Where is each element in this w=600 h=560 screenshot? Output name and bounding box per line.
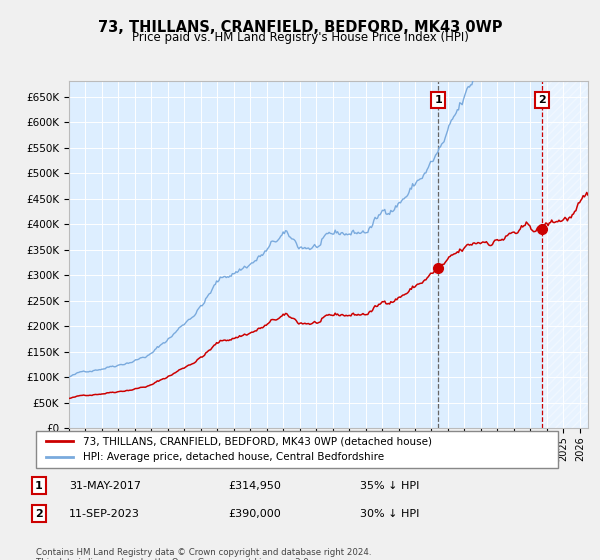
Text: £314,950: £314,950	[228, 480, 281, 491]
Text: Price paid vs. HM Land Registry's House Price Index (HPI): Price paid vs. HM Land Registry's House …	[131, 31, 469, 44]
Text: 2: 2	[35, 508, 43, 519]
Text: 73, THILLANS, CRANFIELD, BEDFORD, MK43 0WP: 73, THILLANS, CRANFIELD, BEDFORD, MK43 0…	[98, 20, 502, 35]
Bar	[542, 81, 588, 428]
Text: Contains HM Land Registry data © Crown copyright and database right 2024.
This d: Contains HM Land Registry data © Crown c…	[36, 548, 371, 560]
Text: 1: 1	[35, 480, 43, 491]
Text: 35% ↓ HPI: 35% ↓ HPI	[360, 480, 419, 491]
Text: 73, THILLANS, CRANFIELD, BEDFORD, MK43 0WP (detached house): 73, THILLANS, CRANFIELD, BEDFORD, MK43 0…	[83, 436, 432, 446]
Text: 31-MAY-2017: 31-MAY-2017	[69, 480, 141, 491]
Text: 30% ↓ HPI: 30% ↓ HPI	[360, 508, 419, 519]
Text: 2: 2	[538, 95, 546, 105]
Text: HPI: Average price, detached house, Central Bedfordshire: HPI: Average price, detached house, Cent…	[83, 452, 384, 463]
FancyBboxPatch shape	[36, 431, 558, 468]
Text: 1: 1	[434, 95, 442, 105]
Text: £390,000: £390,000	[228, 508, 281, 519]
Text: 11-SEP-2023: 11-SEP-2023	[69, 508, 140, 519]
